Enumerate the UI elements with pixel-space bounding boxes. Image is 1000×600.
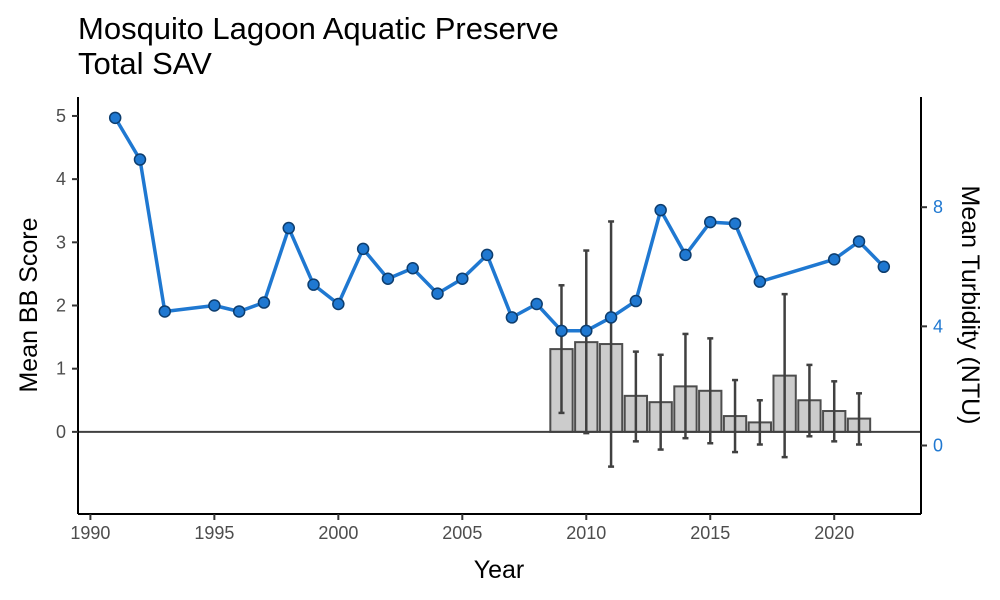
- turbidity-line: [113, 116, 886, 333]
- turbidity-point-2022: [877, 260, 891, 274]
- turbidity-point-1999: [307, 278, 320, 291]
- error-bar-2009: [558, 284, 565, 415]
- chart-subtitle: Total SAV: [78, 46, 212, 81]
- turbidity-point-2017: [753, 275, 767, 288]
- right-axis-ticks: 0 4 8: [921, 197, 943, 455]
- y2-tick-label-4: 4: [933, 316, 943, 336]
- turbidity-point-2000: [332, 297, 345, 311]
- x-tick-label-2020: 2020: [814, 523, 854, 543]
- y-tick-label-4: 4: [56, 169, 66, 189]
- error-bar-2017: [756, 399, 763, 446]
- y2-tick-label-0: 0: [933, 435, 943, 455]
- turbidity-point-2007: [505, 311, 519, 324]
- error-bar-2016: [732, 378, 739, 454]
- turbidity-point-2002: [381, 272, 395, 285]
- turbidity-point-2016: [728, 217, 742, 230]
- y-tick-label-1: 1: [56, 359, 66, 379]
- x-tick-label-1995: 1995: [194, 523, 234, 543]
- x-tick-label-2005: 2005: [442, 523, 482, 543]
- error-bar-2014: [682, 332, 689, 440]
- y-axis-title: Mean BB Score: [15, 217, 43, 392]
- turbidity-point-2011: [604, 311, 618, 324]
- turbidity-point-2001: [356, 242, 370, 256]
- left-axis-ticks: 0 1 2 3 4 5: [56, 106, 78, 442]
- y-tick-label-0: 0: [56, 422, 66, 442]
- turbidity-point-2009: [555, 324, 568, 338]
- turbidity-point-2006: [480, 248, 494, 262]
- turbidity-point-1995: [208, 299, 221, 312]
- turbidity-point-2010: [580, 324, 593, 338]
- turbidity-point-2004: [431, 287, 444, 300]
- turbidity-point-1993: [158, 305, 172, 318]
- error-bar-2018: [781, 292, 788, 459]
- turbidity-point-2003: [406, 262, 419, 275]
- turbidity-point-1992: [133, 153, 147, 166]
- turbidity-point-2020: [827, 253, 841, 266]
- turbidity-point-1998: [282, 221, 295, 235]
- error-bar-2020: [831, 380, 838, 443]
- chart-title: Mosquito Lagoon Aquatic Preserve: [78, 11, 559, 46]
- turbidity-points-layer: [108, 111, 891, 338]
- error-bars-layer: [558, 220, 863, 468]
- y-tick-label-5: 5: [56, 106, 66, 126]
- turbidity-point-2015: [704, 215, 717, 229]
- turbidity-point-2008: [530, 297, 543, 311]
- error-bar-2011: [608, 220, 615, 468]
- x-tick-label-2000: 2000: [318, 523, 358, 543]
- turbidity-point-2013: [654, 203, 667, 217]
- error-bar-2015: [707, 337, 714, 445]
- turbidity-point-2021: [852, 235, 866, 248]
- y-tick-label-2: 2: [56, 296, 66, 316]
- y2-axis-title: Mean Turbidity (NTU): [956, 186, 984, 425]
- error-bar-2021: [856, 392, 863, 446]
- x-tick-label-2015: 2015: [690, 523, 730, 543]
- x-tick-label-1990: 1990: [70, 523, 110, 543]
- y-tick-label-3: 3: [56, 232, 66, 252]
- error-bar-2012: [632, 350, 639, 443]
- turbidity-point-1991: [108, 111, 122, 125]
- x-tick-label-2010: 2010: [566, 523, 606, 543]
- turbidity-point-2014: [679, 248, 692, 262]
- x-axis-title: Year: [474, 556, 525, 584]
- turbidity-point-1997: [257, 296, 271, 309]
- x-axis-ticks: 1990 1995 2000 2005 2010 2015 2020: [70, 514, 854, 543]
- error-bar-2019: [806, 363, 813, 438]
- y2-tick-label-8: 8: [933, 197, 943, 217]
- turbidity-point-1996: [232, 305, 246, 318]
- error-bar-2010: [583, 249, 590, 435]
- error-bar-2013: [657, 353, 664, 451]
- turbidity-point-2012: [629, 294, 643, 308]
- turbidity-point-2005: [456, 272, 469, 285]
